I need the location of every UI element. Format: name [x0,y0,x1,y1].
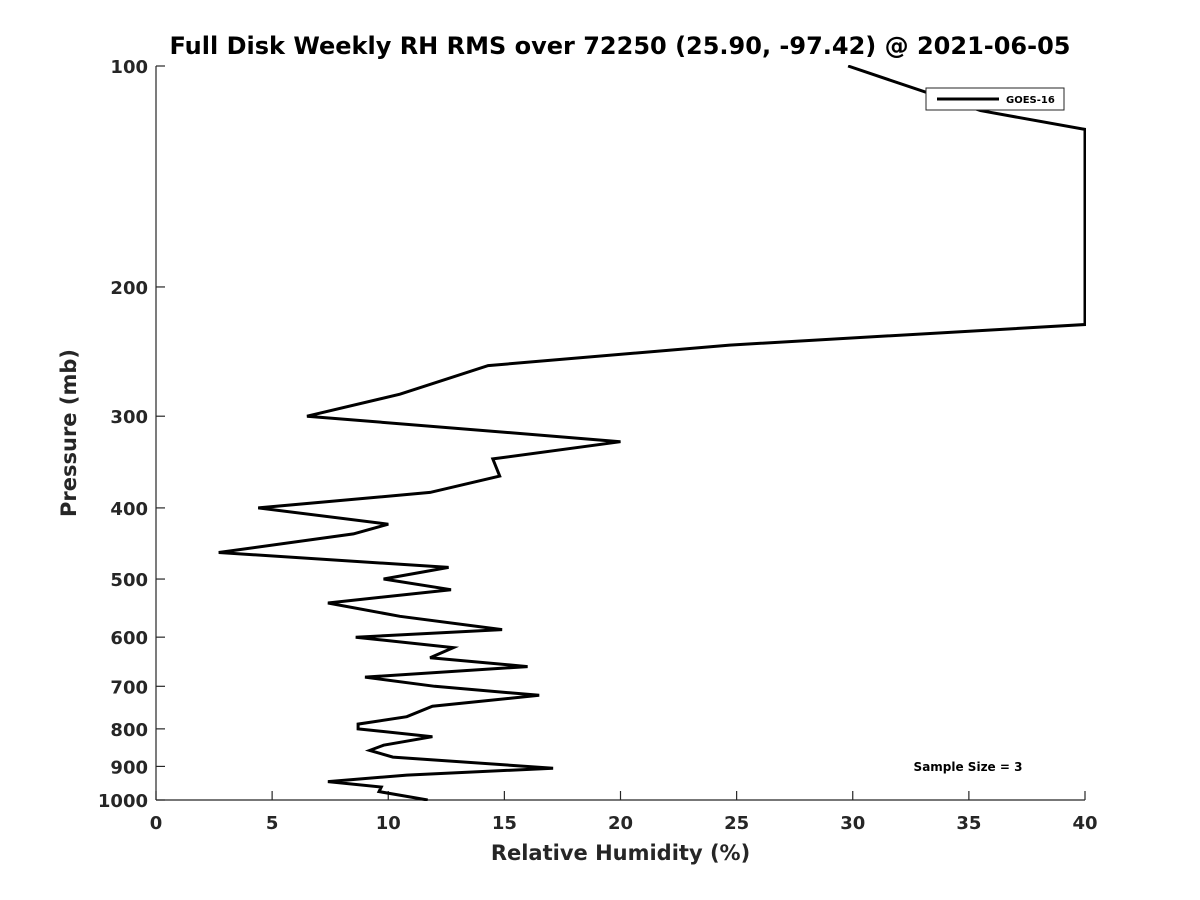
y-tick-label: 600 [110,628,148,649]
y-tick-label: 400 [110,499,148,520]
sample-size-annotation: Sample Size = 3 [914,760,1023,774]
y-tick-label: 1000 [98,791,148,812]
legend: GOES-16 [926,88,1064,110]
plot-area [219,66,1085,800]
x-tick-label: 25 [724,813,749,834]
y-ticks: 100 200 300 400 500 600 700 800 900 1000 [98,57,165,812]
y-tick-label: 700 [110,677,148,698]
legend-label-goes-16: GOES-16 [1006,95,1055,106]
y-tick-label: 300 [110,407,148,428]
y-tick-label: 900 [110,757,148,778]
x-tick-label: 0 [150,813,163,834]
x-tick-label: 40 [1072,813,1097,834]
chart-title: Full Disk Weekly RH RMS over 72250 (25.9… [169,32,1070,60]
series-line-goes-16 [219,66,1085,800]
y-axis-label: Pressure (mb) [57,349,81,517]
x-tick-label: 20 [608,813,633,834]
series-group [219,66,1085,800]
y-tick-label: 500 [110,570,148,591]
x-tick-label: 30 [840,813,865,834]
y-tick-label: 800 [110,720,148,741]
y-tick-label: 200 [110,278,148,299]
y-tick-label: 100 [110,57,148,78]
x-axis-label: Relative Humidity (%) [491,841,750,865]
x-tick-label: 5 [266,813,279,834]
x-ticks: 0 5 10 15 20 25 30 35 40 [150,791,1098,834]
x-tick-label: 10 [376,813,401,834]
x-tick-label: 15 [492,813,517,834]
axes [156,66,1085,800]
x-tick-label: 35 [956,813,981,834]
